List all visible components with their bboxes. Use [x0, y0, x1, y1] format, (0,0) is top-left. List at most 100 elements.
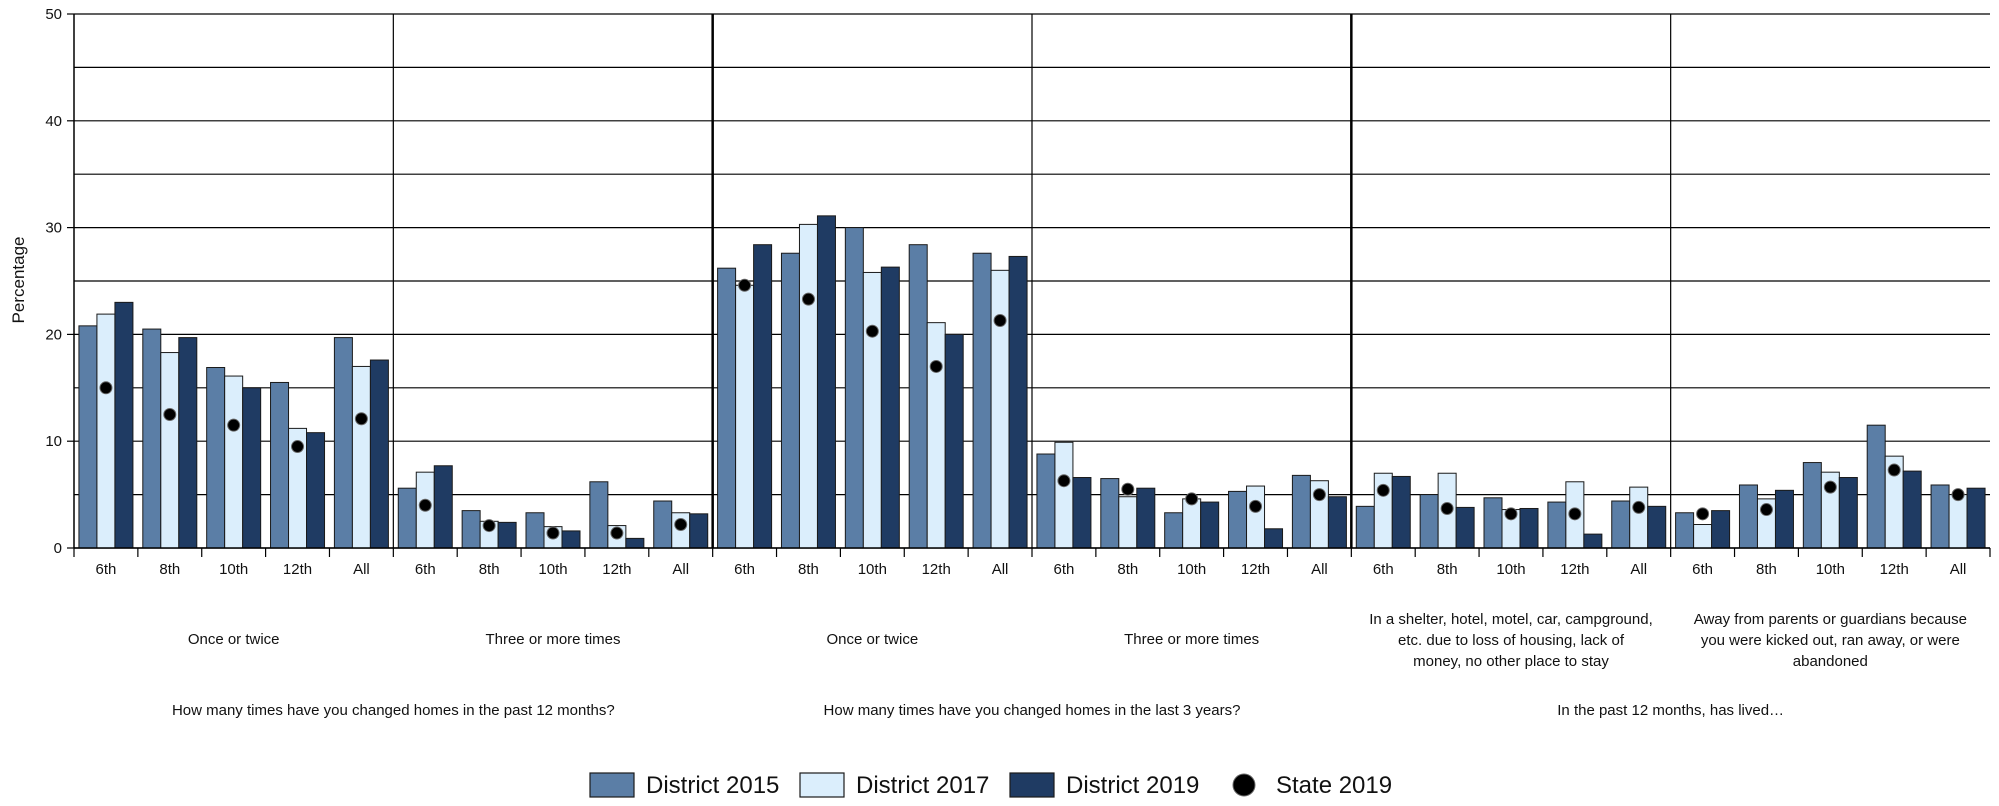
marker-state-2019	[1376, 483, 1390, 497]
bar-district-2019	[497, 521, 517, 549]
bar-district-2015	[1164, 512, 1184, 549]
bar-district-2015	[142, 328, 162, 549]
x-tick-label: 8th	[1117, 561, 1138, 578]
y-tick-label: 20	[45, 326, 62, 343]
bar-district-2015	[206, 367, 226, 549]
bar-district-2019	[1327, 496, 1347, 549]
x-tick-label: All	[992, 561, 1009, 578]
bar-district-2019	[1200, 501, 1220, 549]
marker-state-2019	[1185, 492, 1199, 506]
marker-state-2019	[99, 381, 113, 395]
bar-district-2015	[78, 325, 98, 549]
marker-state-2019	[801, 292, 815, 306]
x-tick-label: 10th	[1816, 561, 1845, 578]
bar-district-2017	[224, 375, 244, 549]
x-tick-label: 12th	[283, 561, 312, 578]
bar-district-2017	[1182, 498, 1202, 549]
bar-district-2017	[351, 365, 371, 549]
marker-state-2019	[291, 440, 305, 454]
bar-district-2015	[1483, 497, 1503, 549]
bar-district-2019	[1647, 505, 1667, 549]
x-tick-label: 8th	[798, 561, 819, 578]
bar-district-2015	[1355, 505, 1375, 549]
x-tick-label: 12th	[1880, 561, 1909, 578]
bar-district-2015	[844, 227, 864, 549]
x-tick-label: 6th	[96, 561, 117, 578]
bar-district-2015	[461, 510, 481, 549]
marker-state-2019	[738, 278, 752, 292]
bar-district-2015	[653, 500, 673, 549]
marker-state-2019	[418, 498, 432, 512]
x-tick-label: 6th	[1373, 561, 1394, 578]
y-tick-label: 50	[45, 6, 62, 23]
bar-district-2019	[625, 537, 645, 549]
group-label: Three or more times	[1124, 631, 1259, 648]
x-tick-label: All	[672, 561, 689, 578]
bar-district-2017	[96, 313, 116, 549]
bar-district-2017	[1948, 494, 1968, 549]
legend-label: District 2015	[646, 772, 779, 799]
bar-district-2019	[1838, 477, 1858, 549]
bar-district-2015	[1419, 494, 1439, 549]
x-tick-label: 8th	[479, 561, 500, 578]
x-tick-label: 12th	[922, 561, 951, 578]
gridlines	[74, 13, 1990, 549]
x-tick-label: 10th	[538, 561, 567, 578]
marker-state-2019	[1057, 474, 1071, 488]
marker-state-2019	[1504, 507, 1518, 521]
bar-district-2019	[1711, 510, 1731, 549]
x-tick-label: 6th	[415, 561, 436, 578]
bar-district-2017	[735, 284, 755, 549]
legend-item: District 2015	[589, 772, 779, 799]
bar-district-2015	[780, 252, 800, 549]
x-tick-label: 8th	[1437, 561, 1458, 578]
bar-district-2019	[178, 337, 198, 549]
legend-swatch	[589, 772, 635, 798]
bar-district-2015	[1866, 424, 1886, 549]
marker-state-2019	[1440, 501, 1454, 515]
legend-label: State 2019	[1276, 772, 1392, 799]
marker-state-2019	[1823, 480, 1837, 494]
bar-district-2019	[306, 432, 326, 549]
legend-label: District 2019	[1066, 772, 1199, 799]
bar-district-2019	[1391, 475, 1411, 549]
bar-district-2019	[816, 215, 836, 549]
bar-district-2015	[1930, 484, 1950, 549]
x-tick-label: All	[1630, 561, 1647, 578]
bar-district-2015	[1100, 478, 1120, 549]
bar-district-2019	[1966, 487, 1986, 549]
legend-item: State 2019	[1232, 772, 1392, 799]
y-tick-label: 40	[45, 113, 62, 130]
bar-district-2017	[798, 223, 818, 549]
legend-label: District 2017	[856, 772, 989, 799]
marker-state-2019	[482, 519, 496, 533]
axes: 0 10 20 30 40 50	[45, 6, 1991, 557]
legend-item: District 2017	[799, 772, 989, 799]
bar-district-2017	[1629, 486, 1649, 549]
x-tick-label: 10th	[858, 561, 887, 578]
bar-district-2015	[908, 244, 928, 549]
bar-district-2017	[1693, 524, 1713, 549]
marker-state-2019	[865, 324, 879, 338]
bar-district-2019	[1008, 255, 1028, 549]
group-label: In a shelter, hotel, motel, car, campgro…	[1369, 611, 1653, 670]
bar-district-2015	[1291, 474, 1311, 549]
legend: District 2015 District 2017 District 2019 S…	[589, 772, 1392, 799]
section-label: How many times have you changed homes in…	[172, 702, 615, 719]
bar-district-2019	[1902, 470, 1922, 549]
bars	[78, 215, 1986, 549]
y-tick-label: 10	[45, 433, 62, 450]
marker-state-2019	[1121, 482, 1135, 496]
bar-district-2019	[114, 301, 134, 549]
bar-district-2015	[717, 267, 737, 549]
bar-district-2019	[1774, 489, 1794, 549]
bar-district-2015	[525, 512, 545, 549]
x-tick-label: All	[1950, 561, 1967, 578]
x-tick-label: 10th	[1496, 561, 1525, 578]
bar-district-2019	[944, 333, 964, 549]
bar-district-2017	[926, 322, 946, 549]
group-label: Once or twice	[188, 631, 280, 648]
bar-district-2019	[1519, 507, 1539, 549]
x-tick-label: 10th	[219, 561, 248, 578]
marker-state-2019	[1759, 503, 1773, 517]
